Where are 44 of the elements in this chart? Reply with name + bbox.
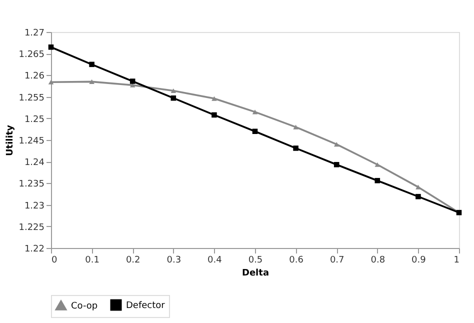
point [48, 44, 54, 50]
point [293, 146, 298, 151]
legend-label: Co-op [71, 301, 98, 312]
x-tick-label: 0.7 [330, 256, 344, 266]
y-tick-label: 1.25 [24, 114, 44, 125]
point [416, 184, 421, 190]
x-tick-label: 0.2 [126, 256, 140, 266]
x-tick-label: 0.8 [370, 256, 386, 266]
point [212, 112, 217, 118]
point [170, 88, 176, 94]
point [334, 162, 340, 168]
point [293, 124, 298, 130]
y-tick-label: 1.235 [18, 180, 44, 190]
y-tick-label: 1.24 [24, 158, 45, 168]
legend-label: Defector [126, 301, 166, 311]
y-tick-label: 1.26 [24, 72, 45, 82]
point [89, 79, 94, 84]
point [48, 80, 54, 84]
y-tick-label: 1.245 [18, 136, 44, 146]
y-tick-label: 1.255 [18, 93, 44, 104]
x-tick-label: 0.9 [412, 256, 426, 266]
point [89, 62, 94, 68]
point [252, 128, 258, 134]
y-tick-label: 1.23 [24, 201, 44, 212]
y-tick-label: 1.22 [24, 244, 44, 254]
point [374, 178, 380, 184]
y-tick-label: 1.265 [18, 50, 44, 60]
x-tick-label: 1 [454, 256, 460, 266]
point [212, 96, 217, 101]
y-axis-title: Utility [6, 124, 16, 156]
x-tick-label: 0.3 [166, 256, 182, 266]
x-tick-label: 0.1 [85, 256, 100, 266]
y-tick-label: 1.27 [24, 28, 44, 38]
point [334, 142, 340, 147]
point [374, 162, 380, 167]
x-tick-label: 0.5 [248, 256, 263, 266]
point [252, 110, 258, 114]
x-tick-label: 0.6 [289, 256, 304, 266]
x-tick-label: 0.4 [208, 256, 222, 266]
point [416, 194, 421, 200]
x-axis-title: Delta [242, 268, 270, 278]
x-tick-label: 0 [52, 256, 58, 266]
point [130, 78, 136, 84]
y-tick-label: 1.225 [18, 222, 44, 233]
